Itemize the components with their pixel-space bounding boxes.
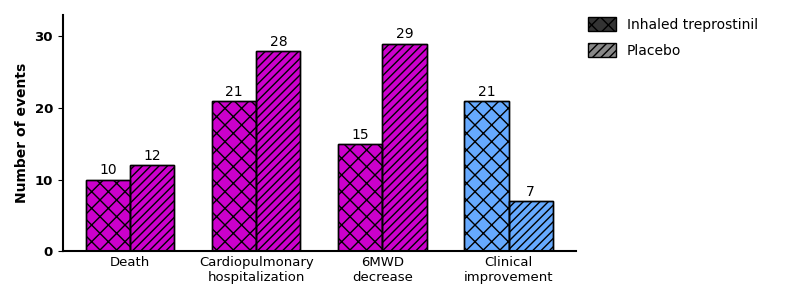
Bar <box>338 144 382 251</box>
Text: 7: 7 <box>526 185 535 199</box>
Text: 12: 12 <box>143 149 161 163</box>
Bar <box>382 44 426 251</box>
Y-axis label: Number of events: Number of events <box>15 63 29 203</box>
Bar <box>256 51 301 251</box>
Bar <box>212 101 256 251</box>
Bar <box>130 165 174 251</box>
Bar <box>212 101 256 251</box>
Bar <box>130 165 174 251</box>
Text: 21: 21 <box>478 85 495 99</box>
Text: 28: 28 <box>270 35 287 49</box>
Legend: Inhaled treprostinil, Placebo: Inhaled treprostinil, Placebo <box>588 17 758 58</box>
Text: 10: 10 <box>99 164 117 177</box>
Bar <box>86 180 130 251</box>
Bar <box>256 51 301 251</box>
Bar <box>465 101 509 251</box>
Bar <box>509 201 553 251</box>
Bar <box>338 144 382 251</box>
Text: 29: 29 <box>396 28 414 42</box>
Bar <box>465 101 509 251</box>
Bar <box>509 201 553 251</box>
Text: 21: 21 <box>226 85 243 99</box>
Bar <box>86 180 130 251</box>
Bar <box>382 44 426 251</box>
Text: 15: 15 <box>351 128 369 142</box>
